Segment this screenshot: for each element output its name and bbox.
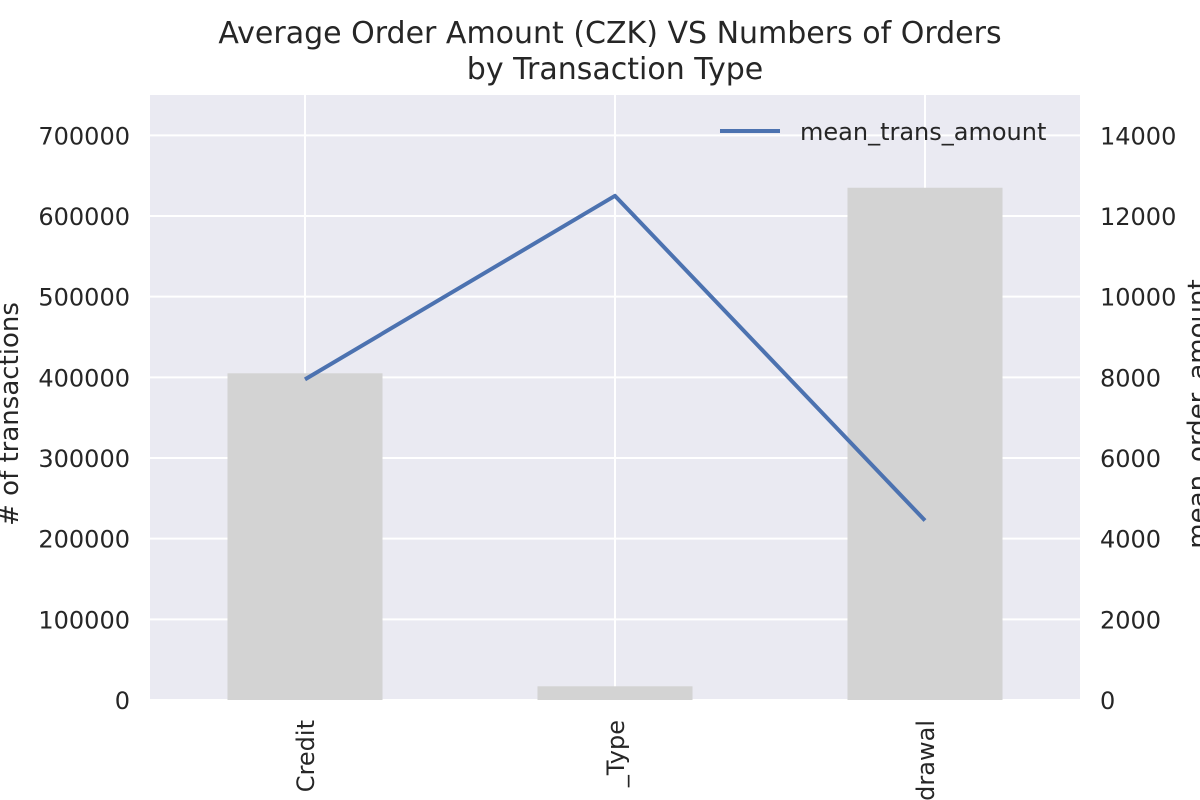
left-tick-label: 300000 [38, 445, 130, 473]
right-tick-label: 10000 [1100, 284, 1176, 312]
left-tick-label: 500000 [38, 284, 130, 312]
left-tick-label: 0 [115, 687, 130, 715]
right-tick-label: 4000 [1100, 526, 1161, 554]
bar [847, 187, 1003, 700]
right-tick-label: 0 [1100, 687, 1115, 715]
line-series [303, 193, 927, 522]
line-mean-trans-amount [303, 193, 927, 522]
x-tick-label: drawal [912, 720, 940, 800]
left-tick-label: 100000 [38, 606, 130, 634]
right-tick-label: 6000 [1100, 445, 1161, 473]
chart-title-line-2: by Transaction Type [467, 52, 763, 87]
legend: mean_trans_amount [720, 118, 1046, 146]
right-tick-label: 12000 [1100, 203, 1176, 231]
left-tick-label: 700000 [38, 122, 130, 150]
bar [537, 686, 693, 700]
left-axis-label: # of transactions [0, 302, 25, 526]
right-axis-ticks: 0 2000 4000 6000 8000 10000 12000 14000 [1100, 122, 1176, 715]
right-tick-label: 8000 [1100, 364, 1161, 392]
left-axis-ticks: 0 100000 200000 300000 400000 500000 600000 700… [38, 122, 130, 715]
x-tick-label: _Type [602, 720, 630, 788]
right-tick-label: 14000 [1100, 122, 1176, 150]
left-tick-label: 600000 [38, 203, 130, 231]
chart-title-line-1: Average Order Amount (CZK) VS Numbers of… [218, 16, 1001, 51]
right-axis-label: mean_order_amount [1183, 279, 1200, 548]
x-axis-ticks: Credit _Type drawal [292, 720, 940, 800]
right-tick-label: 2000 [1100, 606, 1161, 634]
left-tick-label: 200000 [38, 526, 130, 554]
x-tick-label: Credit [292, 720, 320, 792]
bar-series [227, 187, 1003, 700]
left-tick-label: 400000 [38, 364, 130, 392]
legend-label: mean_trans_amount [800, 118, 1046, 146]
bar [227, 373, 383, 700]
